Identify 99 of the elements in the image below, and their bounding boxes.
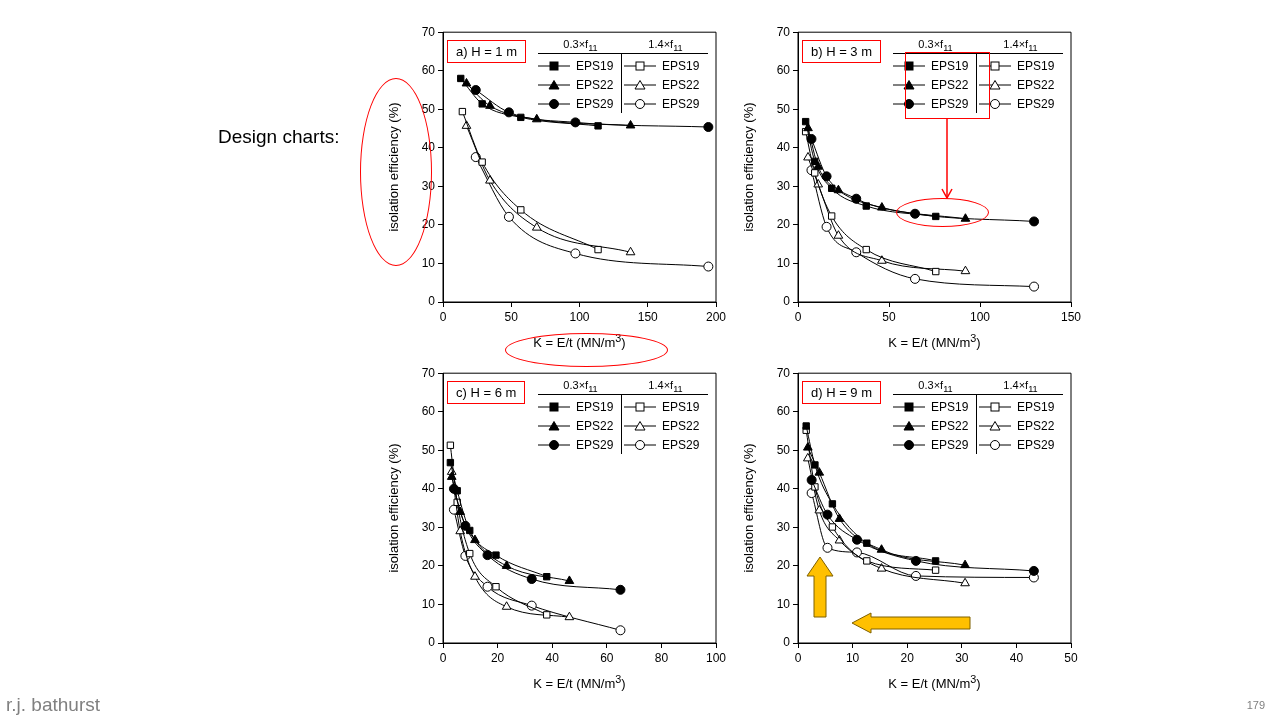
legend-label: EPS22 bbox=[662, 77, 700, 92]
x-tick-label: 50 bbox=[882, 309, 896, 324]
y-tick-label: 70 bbox=[421, 365, 436, 380]
x-tick-label: 50 bbox=[1064, 650, 1078, 665]
text: b) H = 3 m bbox=[802, 40, 882, 63]
annotation: 0.3×f$_{11}$ bbox=[562, 38, 599, 54]
x-tick-label: 60 bbox=[600, 650, 614, 665]
x-tick-label: 0 bbox=[439, 650, 447, 665]
x-axis-title: K = E/t (MN/m$^{3}$) bbox=[887, 332, 982, 351]
y-tick-label: 20 bbox=[421, 558, 436, 573]
x-tick-label: 100 bbox=[969, 309, 991, 324]
x-tick-label: 200 bbox=[705, 309, 727, 324]
annotation: 0.3×f$_{11}$ bbox=[917, 379, 954, 395]
y-tick-label: 50 bbox=[421, 442, 436, 457]
legend-label: EPS19 bbox=[931, 399, 969, 414]
y-tick-label: 50 bbox=[421, 101, 436, 116]
y-tick-label: 40 bbox=[421, 481, 436, 496]
y-tick-label: 60 bbox=[776, 63, 791, 78]
legend-label: EPS22 bbox=[931, 418, 969, 433]
x-tick-label: 80 bbox=[654, 650, 669, 665]
legend-label: EPS29 bbox=[576, 96, 614, 111]
y-tick-label: 30 bbox=[776, 178, 791, 193]
y-tick-label: 10 bbox=[776, 255, 791, 270]
text: c) H = 6 m bbox=[447, 381, 526, 404]
x-axis-title: K = E/t (MN/m$^{3}$) bbox=[887, 673, 982, 692]
y-axis-title: isolation efficiency (%) bbox=[741, 442, 757, 575]
legend-label: EPS22 bbox=[1017, 77, 1055, 92]
y-tick-label: 70 bbox=[776, 24, 791, 39]
y-tick-label: 10 bbox=[421, 255, 436, 270]
x-tick-label: 50 bbox=[504, 309, 519, 324]
x-tick-label: 150 bbox=[1060, 309, 1082, 324]
y-tick-label: 10 bbox=[421, 596, 436, 611]
y-tick-label: 0 bbox=[428, 294, 436, 309]
x-tick-label: 150 bbox=[637, 309, 659, 324]
text: 179 bbox=[1246, 699, 1265, 711]
legend-label: EPS19 bbox=[1017, 58, 1055, 73]
annotation: 0.3×f$_{11}$ bbox=[562, 379, 599, 395]
text: r.j. bathurst bbox=[6, 694, 100, 716]
legend-label: EPS19 bbox=[576, 58, 614, 73]
annotation: 1.4×f$_{11}$ bbox=[647, 38, 684, 54]
x-tick-label: 20 bbox=[900, 650, 915, 665]
x-tick-label: 40 bbox=[1009, 650, 1024, 665]
legend-label: EPS29 bbox=[576, 437, 614, 452]
x-tick-label: 0 bbox=[794, 650, 802, 665]
legend-label: EPS19 bbox=[931, 58, 969, 73]
y-tick-label: 40 bbox=[776, 481, 791, 496]
y-tick-label: 20 bbox=[776, 558, 791, 573]
x-tick-label: 0 bbox=[439, 309, 447, 324]
legend-label: EPS22 bbox=[576, 77, 614, 92]
legend-label: EPS19 bbox=[1017, 399, 1055, 414]
y-tick-label: 30 bbox=[421, 178, 436, 193]
y-tick-label: 70 bbox=[776, 365, 791, 380]
x-tick-label: 100 bbox=[569, 309, 590, 324]
legend-label: EPS22 bbox=[931, 77, 969, 92]
legend-label: EPS19 bbox=[576, 399, 614, 414]
legend-label: EPS29 bbox=[1017, 96, 1055, 111]
x-tick-label: 100 bbox=[705, 650, 727, 665]
legend-label: EPS29 bbox=[662, 96, 700, 111]
y-axis-title: isolation efficiency (%) bbox=[386, 101, 402, 234]
legend-label: EPS29 bbox=[662, 437, 700, 452]
legend-label: EPS19 bbox=[662, 399, 700, 414]
annotation: 1.4×f$_{11}$ bbox=[647, 379, 684, 395]
x-tick-label: 40 bbox=[545, 650, 560, 665]
x-tick-label: 20 bbox=[490, 650, 505, 665]
y-tick-label: 70 bbox=[421, 24, 436, 39]
y-tick-label: 30 bbox=[421, 519, 436, 534]
legend-label: EPS22 bbox=[1017, 418, 1055, 433]
y-tick-label: 10 bbox=[776, 596, 791, 611]
y-tick-label: 0 bbox=[783, 294, 791, 309]
legend-label: EPS22 bbox=[576, 418, 614, 433]
legend-label: EPS22 bbox=[662, 418, 700, 433]
y-tick-label: 50 bbox=[776, 101, 791, 116]
x-tick-label: 30 bbox=[955, 650, 969, 665]
y-axis-title: isolation efficiency (%) bbox=[741, 101, 757, 234]
y-tick-label: 60 bbox=[421, 63, 436, 78]
y-tick-label: 50 bbox=[776, 442, 791, 457]
x-axis-title: K = E/t (MN/m$^{3}$) bbox=[532, 673, 627, 692]
x-tick-label: 0 bbox=[794, 309, 802, 324]
legend-label: EPS29 bbox=[931, 96, 969, 111]
y-tick-label: 60 bbox=[421, 404, 436, 419]
y-tick-label: 30 bbox=[776, 519, 791, 534]
x-axis-title: K = E/t (MN/m$^{3}$) bbox=[532, 332, 627, 351]
y-tick-label: 20 bbox=[776, 217, 791, 232]
legend-label: EPS29 bbox=[931, 437, 969, 452]
y-tick-label: 0 bbox=[783, 635, 791, 650]
x-tick-label: 10 bbox=[845, 650, 860, 665]
y-tick-label: 0 bbox=[428, 635, 436, 650]
annotation: 1.4×f$_{11}$ bbox=[1002, 38, 1039, 54]
annotation: 1.4×f$_{11}$ bbox=[1002, 379, 1039, 395]
legend-label: EPS29 bbox=[1017, 437, 1055, 452]
legend-label: EPS19 bbox=[662, 58, 700, 73]
text: d) H = 9 m bbox=[802, 381, 882, 404]
annotation: 0.3×f$_{11}$ bbox=[917, 38, 954, 54]
text: a) H = 1 m bbox=[447, 40, 527, 63]
y-axis-title: isolation efficiency (%) bbox=[386, 442, 402, 575]
text: Design charts: bbox=[218, 126, 340, 148]
y-tick-label: 40 bbox=[776, 140, 791, 155]
y-tick-label: 60 bbox=[776, 404, 791, 419]
y-tick-label: 40 bbox=[421, 140, 436, 155]
